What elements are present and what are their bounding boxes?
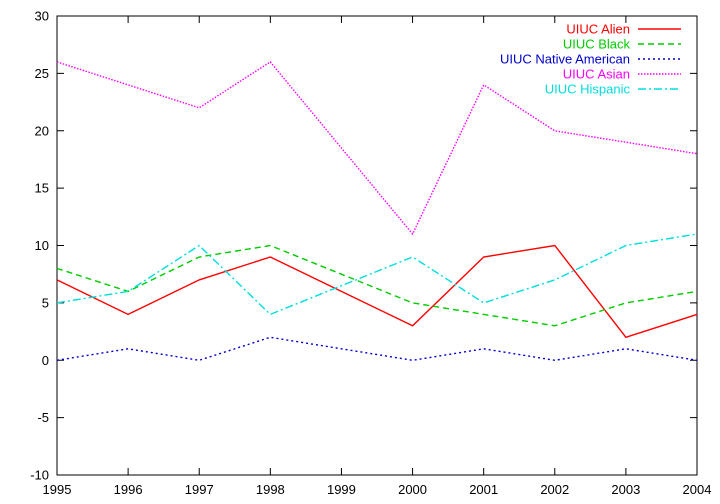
legend-label-uiuc-native-american: UIUC Native American <box>500 52 630 67</box>
legend-label-uiuc-alien: UIUC Alien <box>566 22 630 37</box>
x-tick-label: 1999 <box>327 482 356 497</box>
series-line-uiuc-alien <box>56 244 698 339</box>
y-tick-label: 20 <box>35 123 49 138</box>
y-tick-label: 30 <box>35 9 49 24</box>
y-tick-label: -10 <box>30 468 49 483</box>
x-tick-label: 1996 <box>114 482 143 497</box>
x-tick-label: 1998 <box>256 482 285 497</box>
legend-label-uiuc-asian: UIUC Asian <box>563 67 630 82</box>
series-layer <box>56 60 698 362</box>
series-line-uiuc-hispanic <box>56 233 698 316</box>
y-tick-label: 0 <box>42 353 49 368</box>
y-tick-label: -5 <box>37 410 49 425</box>
series-line-uiuc-asian <box>56 60 698 236</box>
y-axis: -10 -5 0 5 10 15 20 25 30 <box>30 9 697 483</box>
series-line-uiuc-black <box>56 244 698 327</box>
y-tick-label: 15 <box>35 181 49 196</box>
series-line-uiuc-native-american <box>56 336 698 362</box>
legend-label-uiuc-black: UIUC Black <box>563 37 631 52</box>
y-tick-label: 5 <box>42 295 49 310</box>
x-axis: 1995 1996 1997 1998 1999 2000 2001 2002 2003 2004 <box>43 16 712 497</box>
legend-label-uiuc-hispanic: UIUC Hispanic <box>545 82 631 97</box>
x-tick-label: 1997 <box>185 482 214 497</box>
x-tick-label: 2002 <box>540 482 569 497</box>
y-tick-label: 25 <box>35 66 49 81</box>
x-tick-label: 2003 <box>611 482 640 497</box>
x-tick-label: 2000 <box>398 482 427 497</box>
y-tick-label: 10 <box>35 238 49 253</box>
x-tick-label: 1995 <box>43 482 72 497</box>
x-tick-label: 2001 <box>469 482 498 497</box>
x-tick-label: 2004 <box>683 482 712 497</box>
